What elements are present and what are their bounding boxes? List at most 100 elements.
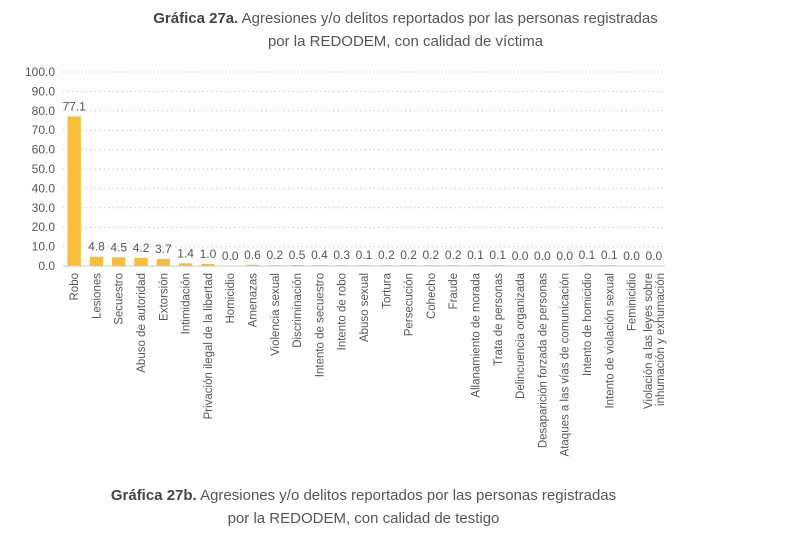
x-tick-label: Intento de secuestro [314, 273, 326, 377]
x-tick-label: Violencia sexual [270, 273, 282, 356]
bar-chart: 100.0 90.0 80.0 70.0 60.0 50.0 40.0 30.0 20.0 10.… [25, 65, 667, 456]
bar [580, 265, 594, 266]
bar-value-label: 0.1 [489, 248, 506, 262]
x-tick-label-line: Homicidio [225, 273, 237, 324]
chart-title-prefix: Gráfica 27a. [153, 10, 239, 27]
x-tick-label-line: Extorsión [158, 273, 170, 321]
bar-value-label: 0.1 [579, 248, 596, 262]
x-tick-label: Robo [69, 273, 81, 301]
bar [112, 257, 126, 266]
x-tick-label: Intento de homicidio [582, 273, 594, 376]
y-tick-label: 100.0 [25, 65, 55, 79]
y-tick-label: 80.0 [32, 104, 56, 118]
x-tick-label: Trata de personas [493, 273, 505, 366]
bar [312, 265, 327, 266]
x-tick-label: Intento de robo [337, 273, 349, 350]
bar [268, 265, 282, 266]
bar-value-label: 3.7 [155, 242, 172, 256]
x-tick-label: Abuso de autoridad [136, 273, 148, 373]
bar-value-label: 0.0 [512, 249, 529, 263]
bar-value-label: 0.4 [311, 248, 328, 262]
bar [290, 265, 304, 266]
x-tick-label: Persecución [404, 273, 416, 336]
bar [401, 265, 416, 266]
x-tick-label-line: Fraude [448, 273, 460, 309]
x-tick-label-line: Tortura [381, 272, 393, 308]
x-tick-label-line: Violencia sexual [270, 273, 282, 356]
bar-value-label: 0.2 [266, 248, 283, 262]
next-chart-title-line2: por la REDODEM, con calidad de testigo [227, 510, 500, 527]
next-chart-title-prefix: Gráfica 27b. [110, 487, 197, 504]
x-tick-label-line: Secuestro [114, 273, 126, 325]
x-tick-label-line: Intento de secuestro [314, 273, 326, 377]
x-tick-label: Abuso sexual [359, 273, 371, 342]
x-tick-label-line: Desaparición forzada de personas [537, 273, 549, 448]
bar [178, 263, 193, 266]
x-tick-label-line: Delincuencia organizada [515, 272, 527, 399]
chart-title-line2: por la REDODEM, con calidad de víctima [267, 33, 544, 50]
bar [491, 265, 505, 266]
x-tick-label-line: Discriminación [292, 273, 304, 348]
y-axis: 100.0 90.0 80.0 70.0 60.0 50.0 40.0 30.0 20.0 10.… [25, 65, 55, 273]
value-labels: 77.1 4.8 4.5 4.2 3.7 1.4 1.0 0.0 0.6 0.2 0.5 0.4 0.3… [62, 99, 662, 263]
x-tick-label: Delincuencia organizada [515, 272, 527, 399]
bar-value-label: 4.8 [88, 240, 105, 254]
bar [602, 265, 616, 266]
bar-value-label: 0.0 [623, 249, 640, 263]
bar-value-label: 77.1 [62, 99, 86, 113]
bar-value-label: 0.0 [222, 249, 239, 263]
x-tick-label: Cohecho [426, 273, 438, 319]
bar-value-label: 0.1 [467, 248, 484, 262]
x-tick-label: Fraude [448, 273, 460, 309]
y-tick-label: 90.0 [32, 84, 56, 98]
bar-value-label: 0.0 [556, 249, 573, 263]
next-chart-title-line1: Agresiones y/o delitos reportados por la… [200, 487, 617, 504]
y-tick-label: 40.0 [32, 181, 56, 195]
bar-value-label: 0.1 [601, 248, 618, 262]
x-tick-label-line: Lesiones [91, 273, 103, 319]
x-tick-label: Privación ilegal de la libertad [203, 273, 215, 419]
x-tick-label-line: inhumación y exhumación [655, 273, 667, 406]
y-tick-label: 60.0 [32, 143, 56, 157]
x-tick-label-line: Persecución [404, 273, 416, 336]
y-tick-label: 50.0 [32, 162, 56, 176]
bar [89, 256, 104, 266]
bar [446, 265, 460, 266]
bar-value-label: 0.3 [333, 248, 350, 262]
y-tick-label: 20.0 [32, 220, 56, 234]
x-tick-label: Amenazas [248, 273, 260, 328]
x-tick-label-line: Feminicidio [627, 273, 639, 331]
bar [468, 265, 483, 266]
bar [201, 264, 215, 266]
x-tick-label: Allanamiento de morada [470, 272, 482, 397]
x-tick-label-line: Violación a las leyes sobre [643, 273, 655, 409]
bar-value-label: 0.2 [400, 248, 417, 262]
bar [357, 265, 371, 266]
x-tick-label-line: Privación ilegal de la libertad [203, 273, 215, 419]
bar-value-label: 1.4 [177, 246, 194, 260]
bar [335, 265, 349, 266]
bar-value-label: 0.1 [356, 248, 373, 262]
x-tick-label-line: Intento de homicidio [582, 273, 594, 376]
x-tick-label-line: Robo [69, 273, 81, 301]
x-tick-label-line: Allanamiento de morada [470, 272, 482, 397]
x-tick-label: Intento de violación sexual [604, 273, 616, 409]
bar-value-label: 0.0 [534, 249, 551, 263]
x-tick-label: Discriminación [292, 273, 304, 348]
y-tick-label: 70.0 [32, 123, 56, 137]
y-tick-label: 0.0 [38, 259, 55, 273]
y-tick-label: 30.0 [32, 201, 56, 215]
bar-value-label: 0.2 [445, 248, 462, 262]
x-tick-label: Homicidio [225, 273, 237, 324]
x-tick-label-line: Cohecho [426, 273, 438, 319]
bar [67, 116, 81, 267]
x-tick-label: Tortura [381, 272, 393, 308]
y-tick-label: 10.0 [32, 240, 56, 254]
bars [67, 116, 616, 267]
bar [424, 265, 438, 266]
bar [379, 265, 393, 266]
x-tick-label: Extorsión [158, 273, 170, 321]
x-tick-label-line: Intimidación [181, 273, 193, 334]
x-tick-label-line: Ataques a las vías de comunicación [560, 273, 572, 456]
chart-title-line1: Agresiones y/o delitos reportados por la… [241, 10, 658, 27]
